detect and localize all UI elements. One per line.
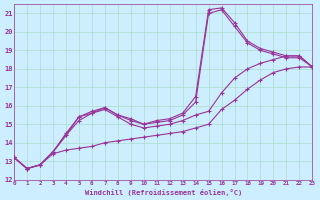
X-axis label: Windchill (Refroidissement éolien,°C): Windchill (Refroidissement éolien,°C)	[84, 189, 242, 196]
